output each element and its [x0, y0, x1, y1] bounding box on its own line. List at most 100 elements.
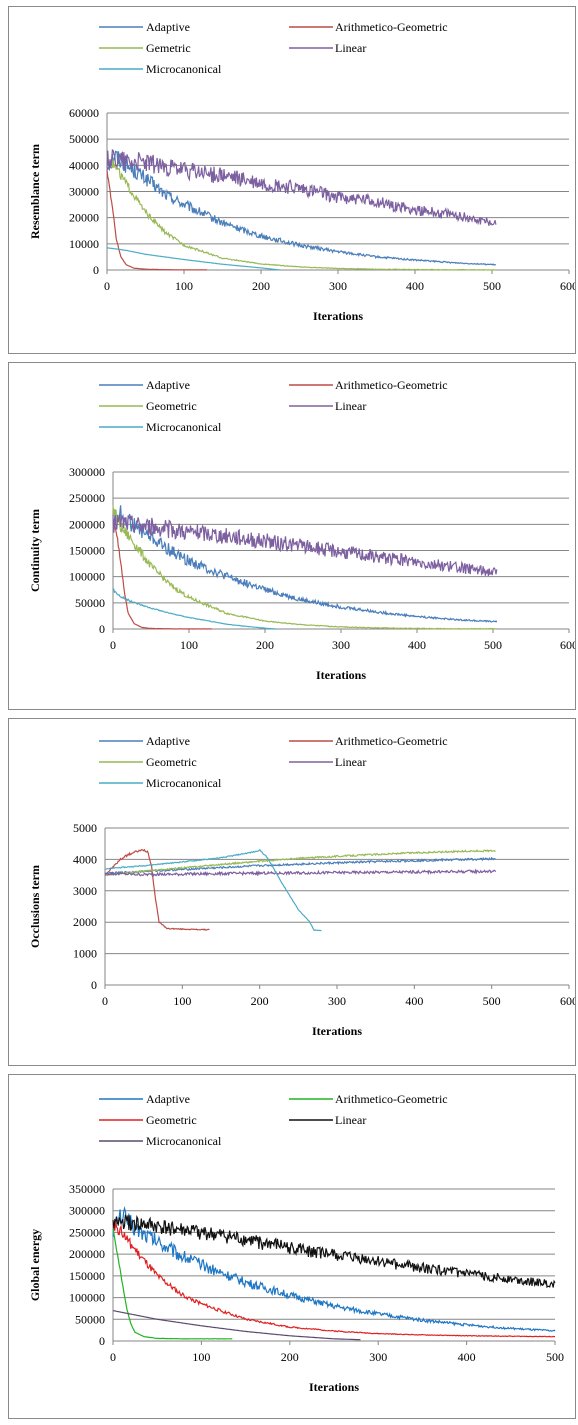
y-tick-label: 350000 [69, 1182, 105, 1196]
x-tick-label: 100 [180, 638, 198, 652]
series-line-adaptive [112, 505, 498, 623]
y-tick-label: 20000 [69, 211, 99, 225]
legend-item-microcanonical: Microcanonical [99, 420, 222, 434]
x-axis-title: Iterations [316, 668, 366, 682]
series-line-microcanonical [112, 1310, 361, 1341]
series-line-linear [104, 868, 497, 877]
x-tick-label: 0 [110, 638, 116, 652]
legend-item-geometric: Geometric [99, 755, 197, 769]
legend-label-linear: Linear [335, 1113, 366, 1127]
x-tick-label: 600 [560, 638, 575, 652]
legend-item-adaptive: Adaptive [99, 1092, 190, 1106]
y-tick-label: 5000 [73, 821, 97, 835]
legend-label-linear: Linear [335, 41, 366, 55]
y-tick-label: 30000 [69, 185, 99, 199]
series-line-linear [112, 514, 498, 577]
legend-item-linear: Linear [289, 41, 366, 55]
x-tick-label: 400 [405, 994, 423, 1008]
chart-svg-continuity: Adaptive Arithmetico-Geometric Geometric Li… [28, 378, 575, 682]
series-line-arithmetico-geometric [112, 1229, 233, 1340]
y-axis-title: Continuity term [28, 509, 42, 592]
y-tick-label: 60000 [69, 106, 99, 120]
y-tick-label: 200000 [69, 1247, 105, 1261]
x-tick-label: 0 [104, 279, 110, 293]
x-tick-label: 0 [110, 1350, 116, 1364]
x-tick-label: 100 [192, 1350, 210, 1364]
legend-item-linear: Linear [289, 755, 366, 769]
x-tick-label: 100 [175, 279, 193, 293]
legend-item-microcanonical: Microcanonical [99, 1134, 222, 1148]
legend-item-arithmetico-geometric: Arithmetico-Geometric [289, 734, 448, 748]
legend-label-adaptive: Adaptive [146, 378, 190, 392]
y-tick-label: 3000 [73, 884, 97, 898]
y-tick-label: 50000 [75, 596, 105, 610]
legend-item-adaptive: Adaptive [99, 734, 190, 748]
legend-label-arithmetico-geometric: Arithmetico-Geometric [335, 1092, 448, 1106]
series-line-microcanonical [105, 849, 322, 932]
x-axis-title: Iterations [313, 309, 363, 323]
legend-item-microcanonical: Microcanonical [99, 62, 222, 76]
y-tick-label: 250000 [69, 491, 105, 505]
x-tick-label: 0 [102, 994, 108, 1008]
legend-label-adaptive: Adaptive [146, 20, 190, 34]
y-tick-label: 0 [91, 978, 97, 992]
legend-item-arithmetico-geometric: Arithmetico-Geometric [289, 20, 448, 34]
x-tick-label: 500 [546, 1350, 564, 1364]
legend-label-microcanonical: Microcanonical [146, 420, 222, 434]
y-tick-label: 300000 [69, 465, 105, 479]
series-line-arithmetico-geometric [106, 169, 208, 271]
x-tick-label: 500 [483, 994, 501, 1008]
legend-item-gemetric: Gemetric [99, 41, 191, 55]
y-tick-label: 100000 [69, 570, 105, 584]
x-tick-label: 300 [329, 279, 347, 293]
y-tick-label: 150000 [69, 1269, 105, 1283]
y-tick-label: 4000 [73, 852, 97, 866]
series-line-arithmetico-geometric [112, 518, 212, 630]
x-tick-label: 300 [328, 994, 346, 1008]
legend-item-geometric: Geometric [99, 1113, 197, 1127]
chart-panel-continuity: Adaptive Arithmetico-Geometric Geometric Li… [8, 362, 576, 710]
series-line-geometric [112, 504, 498, 630]
y-tick-label: 50000 [75, 1312, 105, 1326]
series-line-adaptive [106, 150, 496, 266]
y-tick-label: 50000 [69, 132, 99, 146]
series-line-adaptive [104, 856, 496, 876]
y-axis-title: Resemblance term [28, 144, 42, 239]
legend-label-arithmetico-geometric: Arithmetico-Geometric [335, 734, 448, 748]
chart-svg-resemblance: Adaptive Arithmetico-Geometric Gemetric Lin… [28, 20, 575, 323]
y-tick-label: 2000 [73, 915, 97, 929]
y-tick-label: 100000 [69, 1291, 105, 1305]
legend-label-geometric: Geometric [146, 399, 197, 413]
series-line-geometric [104, 849, 496, 877]
legend-item-microcanonical: Microcanonical [99, 776, 222, 790]
legend-item-arithmetico-geometric: Arithmetico-Geometric [289, 378, 448, 392]
x-tick-label: 600 [560, 994, 575, 1008]
x-tick-label: 200 [256, 638, 274, 652]
y-tick-label: 0 [99, 622, 105, 636]
series-line-arithmetico-geometric [104, 848, 210, 931]
legend-label-microcanonical: Microcanonical [146, 62, 222, 76]
legend-label-arithmetico-geometric: Arithmetico-Geometric [335, 378, 448, 392]
x-tick-label: 400 [458, 1350, 476, 1364]
series-line-microcanonical [106, 247, 281, 271]
legend-label-gemetric: Gemetric [146, 41, 191, 55]
legend-item-arithmetico-geometric: Arithmetico-Geometric [289, 1092, 448, 1106]
series-line-adaptive [112, 1206, 556, 1332]
x-tick-label: 200 [251, 994, 269, 1008]
legend-label-linear: Linear [335, 399, 366, 413]
x-tick-label: 500 [484, 638, 502, 652]
x-tick-label: 300 [332, 638, 350, 652]
x-axis-title: Iterations [309, 1380, 359, 1394]
y-tick-label: 1000 [73, 947, 97, 961]
legend-item-adaptive: Adaptive [99, 378, 190, 392]
y-tick-label: 150000 [69, 544, 105, 558]
legend-item-linear: Linear [289, 399, 366, 413]
series-line-microcanonical [112, 588, 277, 630]
y-tick-label: 0 [99, 1334, 105, 1348]
y-tick-label: 250000 [69, 1225, 105, 1239]
series-line-linear [112, 1214, 556, 1289]
chart-svg-global-energy: Adaptive Arithmetico-Geometric Geometric Li… [28, 1092, 564, 1394]
legend-label-linear: Linear [335, 755, 366, 769]
legend-item-geometric: Geometric [99, 399, 197, 413]
y-tick-label: 0 [93, 263, 99, 277]
